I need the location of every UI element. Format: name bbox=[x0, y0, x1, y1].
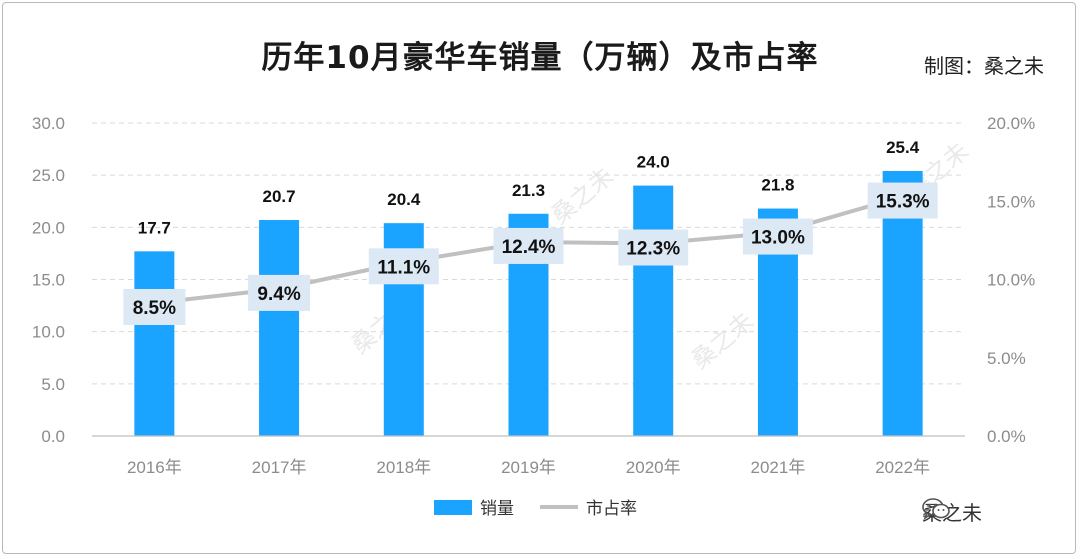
bar-value-label: 24.0 bbox=[637, 153, 670, 172]
share-value-label: 12.4% bbox=[502, 237, 556, 258]
share-label-box bbox=[618, 229, 689, 266]
bar-value-label: 25.4 bbox=[886, 138, 920, 157]
share-label-box bbox=[368, 248, 439, 285]
y-right-tick-label: 20.0% bbox=[987, 114, 1035, 133]
share-label-box bbox=[493, 227, 564, 264]
share-value-label: 15.3% bbox=[876, 192, 930, 213]
chart-title: 历年10月豪华车销量（万辆）及市占率 bbox=[261, 40, 819, 76]
x-tick-label: 2022年 bbox=[875, 458, 930, 477]
y-right-tick-label: 5.0% bbox=[987, 349, 1026, 368]
bar-value-label: 17.7 bbox=[138, 218, 171, 237]
share-value-label: 8.5% bbox=[133, 298, 176, 319]
bar bbox=[134, 251, 175, 436]
legend: 销量 市占率 bbox=[434, 499, 637, 519]
bar-value-label: 21.3 bbox=[512, 181, 545, 200]
share-value-label: 13.0% bbox=[751, 228, 805, 249]
share-value-label: 9.4% bbox=[257, 284, 300, 305]
share-label-box bbox=[867, 182, 938, 219]
x-tick-label: 2020年 bbox=[626, 458, 681, 477]
share-value-label: 12.3% bbox=[626, 239, 680, 260]
legend-bar-swatch bbox=[434, 500, 472, 515]
bar bbox=[633, 185, 674, 436]
x-tick-label: 2019年 bbox=[501, 458, 556, 477]
y-right-tick-label: 10.0% bbox=[987, 271, 1035, 290]
watermark-text: 桑之未 bbox=[546, 162, 619, 230]
y-left-tick-label: 25.0 bbox=[32, 166, 65, 185]
wechat-account-name: 桑之未 bbox=[922, 501, 982, 525]
bar-value-label: 20.7 bbox=[263, 187, 296, 206]
share-label-box bbox=[123, 288, 186, 325]
x-tick-label: 2018年 bbox=[376, 458, 431, 477]
chart-credit: 制图：桑之未 bbox=[924, 54, 1044, 78]
y-left-tick-label: 15.0 bbox=[32, 271, 65, 290]
wechat-account: 桑之未 bbox=[922, 497, 982, 526]
axes: 0.0 5.0 10.0 15.0 20.0 25.0 30.0 0.0% 5.0% 10.0% 1… bbox=[32, 114, 1035, 477]
y-right-tick-label: 15.0% bbox=[987, 192, 1035, 211]
bar bbox=[259, 220, 300, 436]
y-left-tick-label: 5.0 bbox=[41, 375, 65, 394]
x-tick-label: 2021年 bbox=[751, 458, 806, 477]
legend-bar-label: 销量 bbox=[480, 499, 514, 519]
x-tick-label: 2016年 bbox=[127, 458, 182, 477]
y-left-tick-label: 20.0 bbox=[32, 218, 65, 237]
data-labels: 17.7 20.7 20.4 21.3 24.0 21.8 25.4 8.5% 9.4% 11.1… bbox=[123, 138, 938, 325]
y-left-tick-label: 0.0 bbox=[41, 427, 65, 446]
share-value-label: 11.1% bbox=[377, 257, 430, 278]
bar-series bbox=[134, 170, 923, 436]
share-label-box bbox=[742, 218, 813, 255]
y-right-tick-label: 0.0% bbox=[987, 427, 1026, 446]
watermark-text: 桑之未 bbox=[686, 307, 759, 375]
wechat-icon bbox=[922, 498, 950, 521]
y-left-tick-label: 30.0 bbox=[32, 114, 65, 133]
legend-line-label: 市占率 bbox=[586, 499, 637, 519]
x-tick-label: 2017年 bbox=[252, 458, 307, 477]
share-label-box bbox=[248, 274, 311, 311]
bar-value-label: 21.8 bbox=[761, 176, 794, 195]
bar-value-label: 20.4 bbox=[387, 190, 421, 209]
y-left-tick-label: 10.0 bbox=[32, 323, 65, 342]
